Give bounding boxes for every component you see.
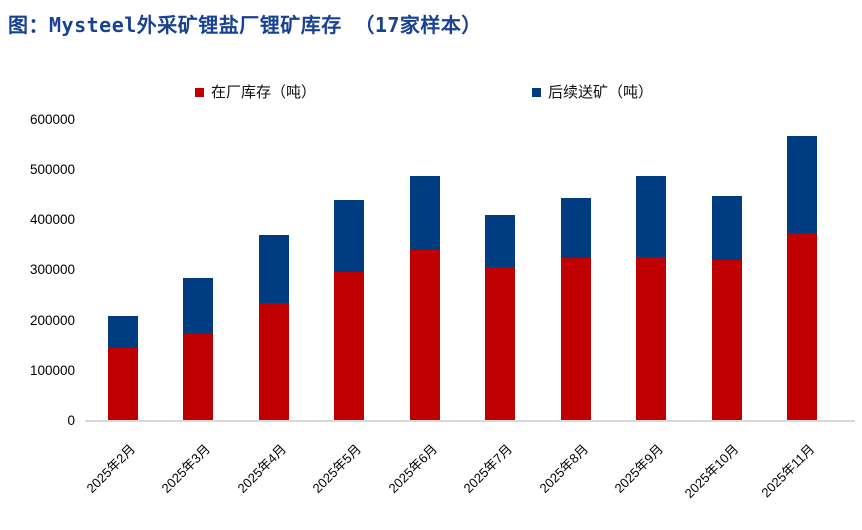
stacked-bar	[787, 136, 818, 421]
bar-segment-plant-inventory	[409, 250, 440, 421]
bar-segment-plant-inventory	[560, 257, 591, 421]
stacked-bar	[107, 315, 138, 421]
bar-segment-plant-inventory	[183, 333, 214, 421]
bar-segment-incoming-ore	[258, 235, 289, 303]
y-tick-label: 0	[67, 413, 75, 428]
x-tick-label: 2025年8月	[536, 441, 591, 496]
bar-slot	[387, 119, 463, 421]
chart-title: 图：Mysteel外采矿锂盐厂锂矿库存 （17家样本）	[8, 13, 482, 37]
bar-slot	[765, 119, 841, 421]
stacked-bar	[560, 198, 591, 421]
stacked-bar	[485, 215, 516, 421]
bar-slot	[161, 119, 237, 421]
stacked-bar	[258, 235, 289, 421]
x-tick-label: 2025年3月	[158, 441, 214, 496]
bar-slot	[312, 119, 388, 421]
bar-segment-incoming-ore	[485, 215, 516, 267]
legend-marker-red-square-icon	[195, 87, 204, 97]
y-tick-label: 600000	[29, 111, 75, 127]
bar-segment-plant-inventory	[787, 232, 818, 421]
x-tick-label: 2025年7月	[460, 441, 516, 496]
bar-segment-incoming-ore	[334, 200, 365, 272]
stacked-bar	[334, 200, 365, 421]
x-axis-line	[85, 420, 855, 422]
x-tick-label: 2025年9月	[611, 441, 667, 496]
bar-slot	[614, 119, 690, 421]
stacked-bar	[711, 196, 742, 421]
legend-item-plant-inventory: 在厂库存（吨）	[195, 83, 316, 101]
x-tick-label: 2025年5月	[309, 441, 365, 496]
bar-segment-plant-inventory	[711, 260, 742, 421]
legend-marker-blue-square-icon	[532, 87, 541, 97]
bar-segment-incoming-ore	[636, 175, 667, 257]
stacked-bar	[636, 175, 667, 421]
bar-segment-incoming-ore	[711, 196, 742, 261]
y-tick-label: 300000	[29, 262, 75, 278]
y-tick-label: 500000	[29, 161, 75, 177]
stacked-bar	[183, 278, 214, 421]
bar-segment-plant-inventory	[485, 266, 516, 421]
bar-segment-plant-inventory	[636, 256, 667, 421]
stacked-bar	[409, 176, 440, 421]
bar-segment-incoming-ore	[107, 315, 138, 349]
bar-slot	[538, 119, 614, 421]
chart-legend: 在厂库存（吨） 后续送矿（吨）	[0, 83, 862, 103]
bar-segment-plant-inventory	[107, 348, 138, 421]
bar-segment-incoming-ore	[560, 198, 591, 258]
bar-slot	[689, 119, 765, 421]
plot-area	[85, 119, 840, 421]
x-tick-label: 2025年2月	[83, 441, 138, 496]
legend-label: 后续送矿（吨）	[548, 83, 654, 101]
y-tick-label: 200000	[29, 312, 75, 328]
x-tick-label: 2025年10月	[681, 441, 742, 501]
bar-slot	[463, 119, 539, 421]
bar-segment-plant-inventory	[258, 302, 289, 421]
bar-slot	[85, 119, 161, 421]
bar-segment-incoming-ore	[409, 176, 440, 251]
x-tick-label: 2025年6月	[385, 441, 440, 496]
legend-label: 在厂库存（吨）	[211, 83, 317, 101]
y-tick-label: 100000	[29, 362, 75, 378]
legend-item-incoming-ore: 后续送矿（吨）	[532, 83, 653, 101]
bar-segment-incoming-ore	[787, 136, 818, 233]
bar-slot	[236, 119, 312, 421]
y-tick-label: 400000	[29, 212, 75, 227]
x-tick-label: 2025年4月	[234, 441, 289, 496]
bar-segment-plant-inventory	[334, 271, 365, 421]
bar-segment-incoming-ore	[183, 278, 214, 334]
x-tick-label: 2025年11月	[758, 441, 818, 501]
